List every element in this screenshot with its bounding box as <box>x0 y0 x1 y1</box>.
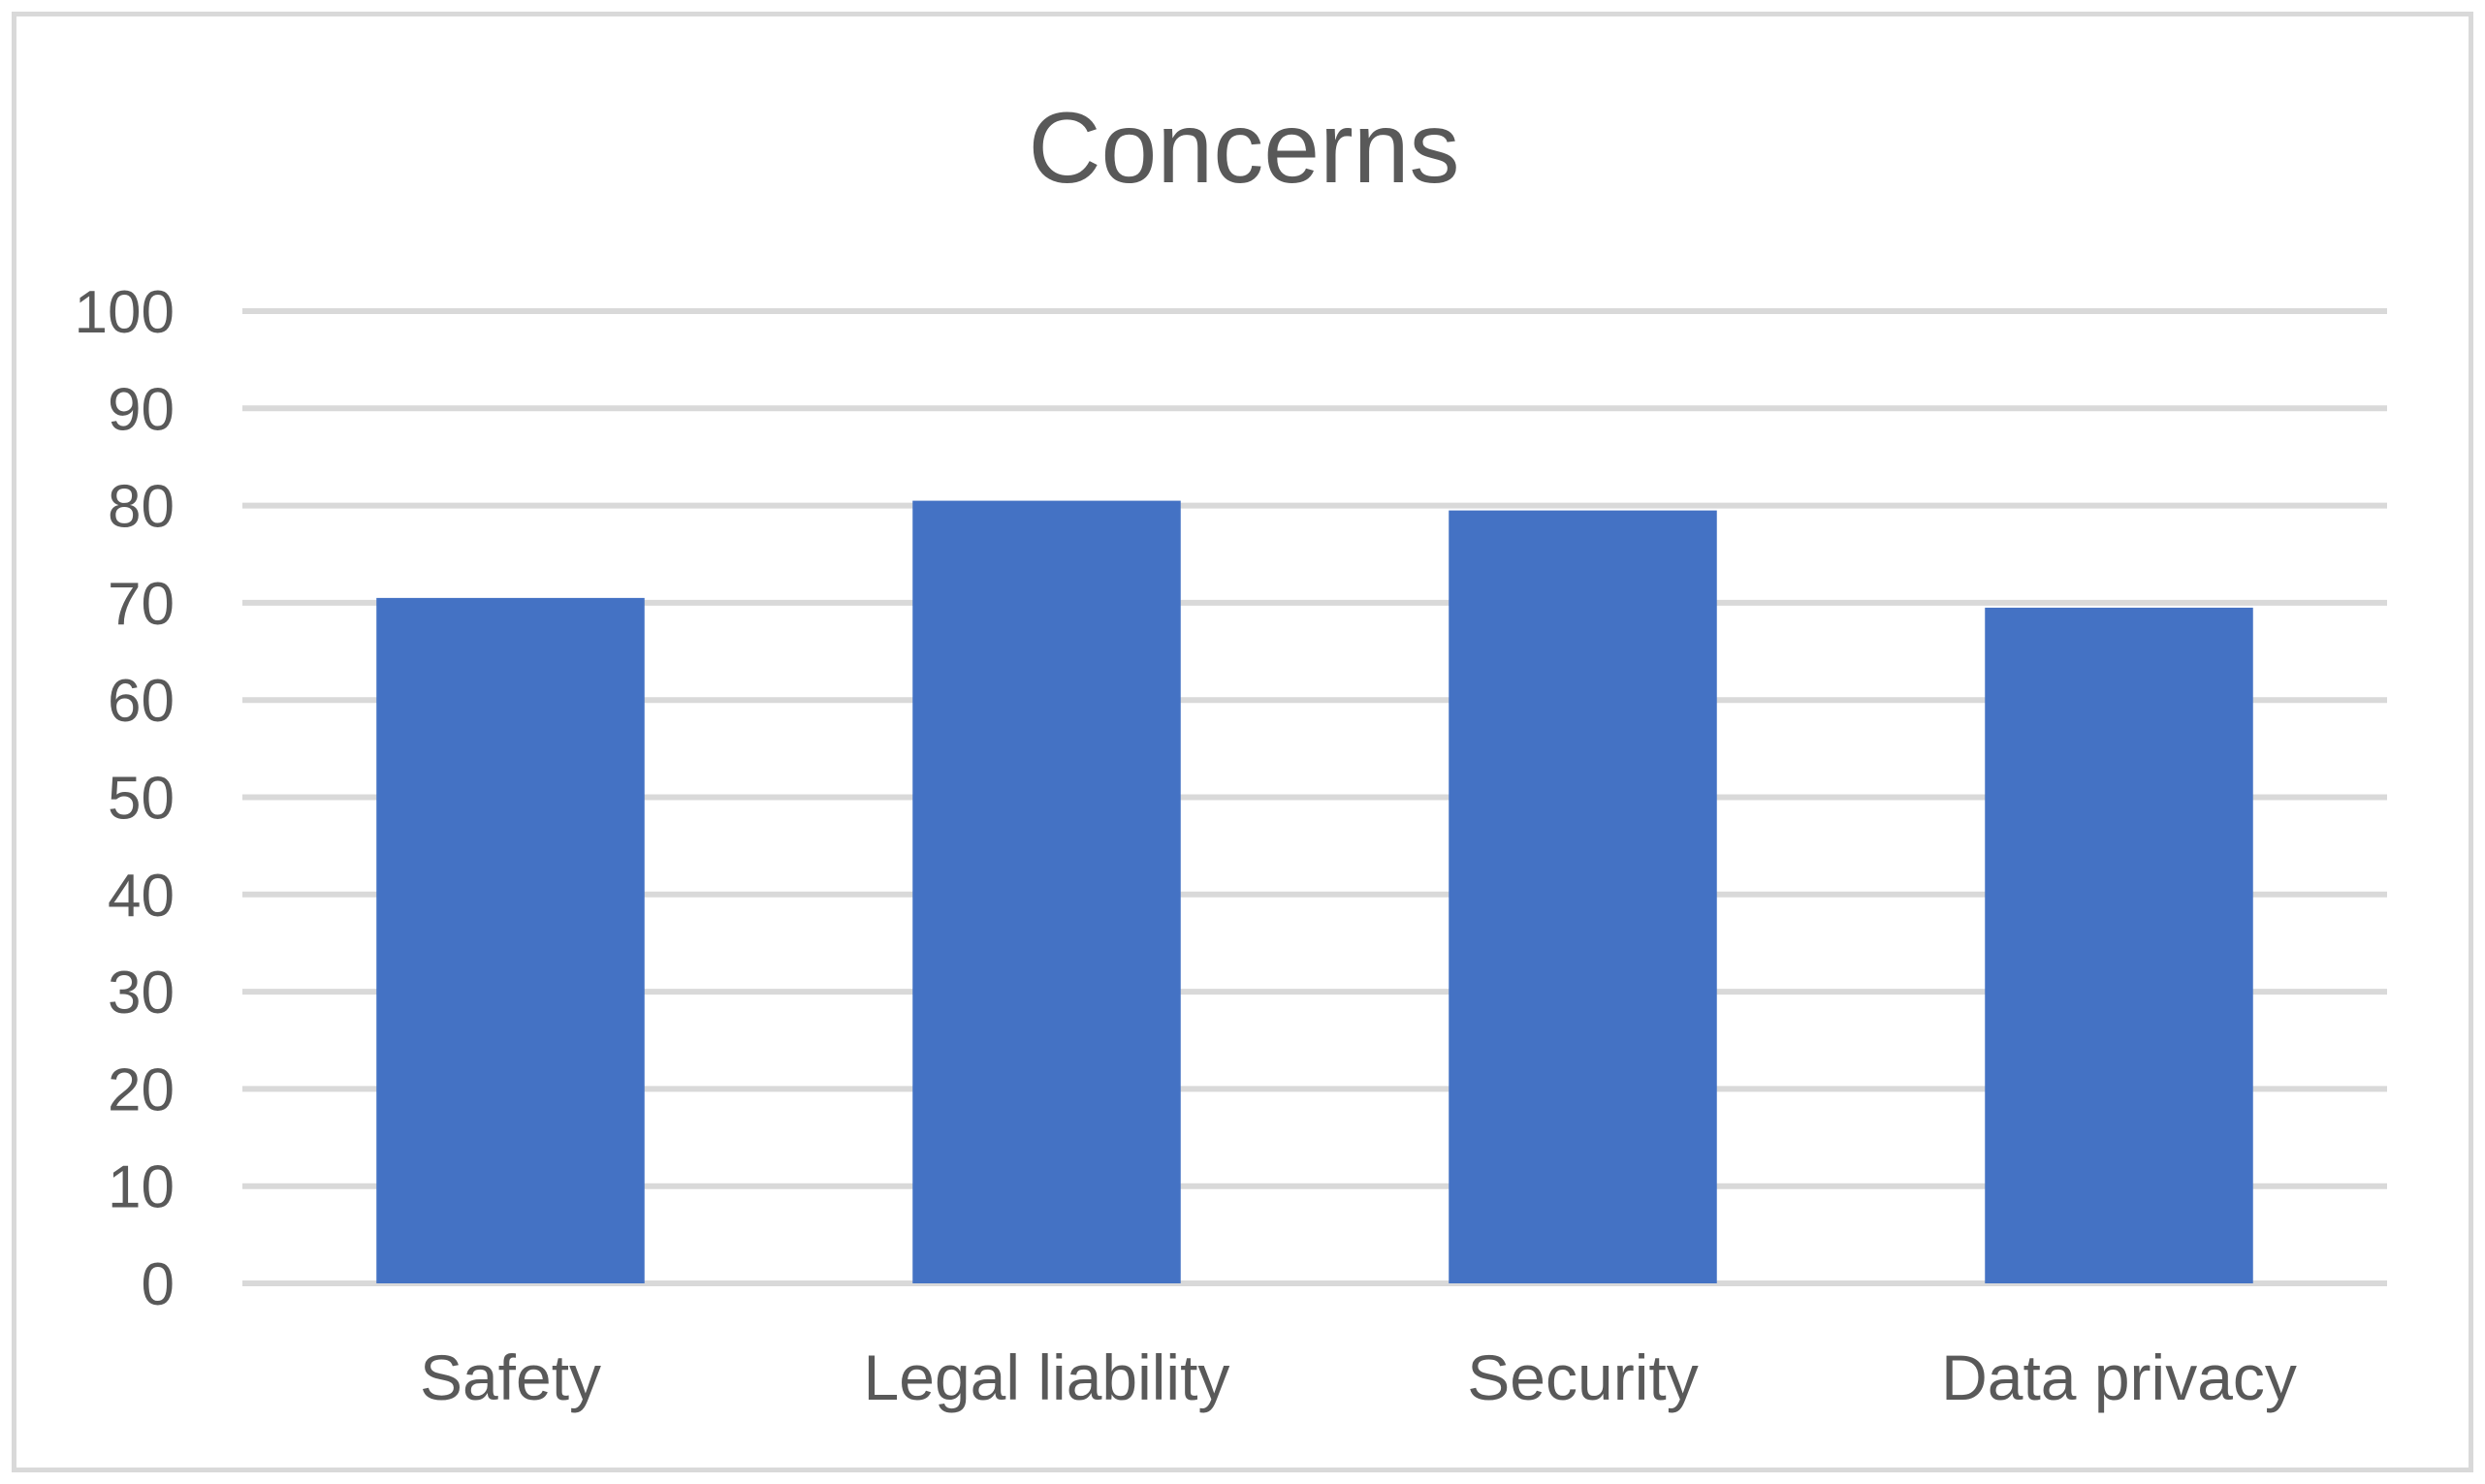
y-tick-label: 50 <box>108 766 175 833</box>
chart-title: Concerns <box>1028 92 1459 205</box>
y-tick-label: 40 <box>108 863 175 930</box>
bar-data-privacy <box>1985 607 2253 1283</box>
bar-legal-liability <box>912 500 1181 1283</box>
y-tick-label: 100 <box>75 279 175 346</box>
y-axis-tick-labels: 0 10 20 30 40 50 60 70 80 90 100 <box>75 279 175 1318</box>
y-tick-label: 20 <box>108 1057 175 1123</box>
bar-security <box>1449 510 1717 1283</box>
bars <box>376 500 2253 1283</box>
y-tick-label: 10 <box>108 1154 175 1221</box>
y-tick-label: 80 <box>108 474 175 541</box>
y-tick-label: 0 <box>142 1251 175 1318</box>
y-tick-label: 30 <box>108 960 175 1026</box>
x-axis-category-labels: Safety Legal liability Security Data privac… <box>420 1342 2297 1413</box>
bar-safety <box>376 597 645 1283</box>
y-tick-label: 90 <box>108 376 175 443</box>
y-tick-label: 70 <box>108 571 175 638</box>
x-category-label: Data privacy <box>1941 1342 2297 1413</box>
y-tick-label: 60 <box>108 668 175 735</box>
x-category-label: Security <box>1467 1342 1698 1413</box>
x-category-label: Safety <box>420 1342 601 1413</box>
x-category-label: Legal liability <box>864 1342 1230 1413</box>
